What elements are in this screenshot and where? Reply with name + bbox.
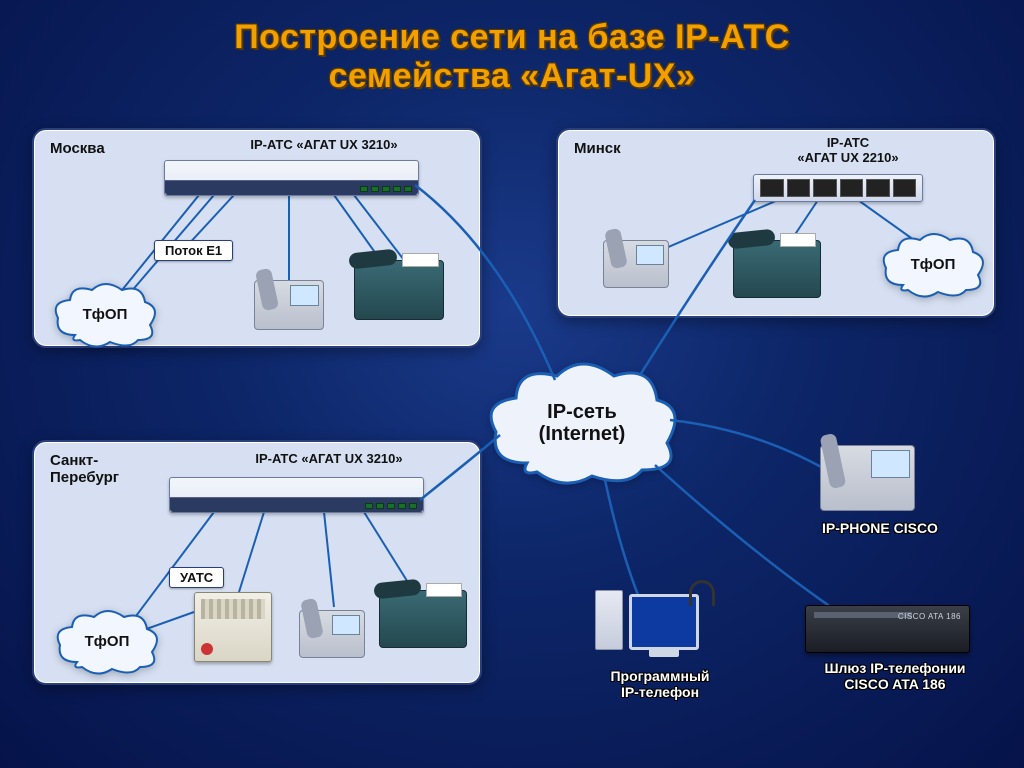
title-line1: Построение сети на базе IP-АТС (234, 18, 790, 56)
panel-moscow-title: Москва (50, 140, 105, 157)
moscow-stream-tag: Поток E1 (154, 240, 233, 261)
spb-device-label: IP-ATC «АГАТ UX 3210» (219, 452, 439, 467)
spb-fax (379, 590, 467, 648)
minsk-device-label: IP-ATC «АГАТ UX 2210» (768, 136, 928, 166)
moscow-pstn-label: ТфОП (50, 280, 160, 350)
soft-ip-phone-label: Программный IP-телефон (575, 668, 745, 700)
spb-uatc-box (194, 592, 272, 662)
ata-device-text: CISCO ATA 186 (898, 612, 961, 621)
minsk-pstn-label: ТфОП (878, 230, 988, 300)
moscow-device-label: IP-ATC «АГАТ UX 3210» (214, 138, 434, 153)
moscow-rack (164, 160, 419, 196)
panel-moscow: Москва IP-ATC «АГАТ UX 3210» ТфОП Поток … (32, 128, 482, 348)
moscow-phone (254, 280, 324, 330)
minsk-phone (603, 240, 669, 288)
soft-ip-phone (595, 590, 699, 650)
panel-minsk: Минск IP-ATC «АГАТ UX 2210» ТфОП (556, 128, 996, 318)
minsk-pstn-cloud: ТфОП (878, 230, 988, 300)
cisco-ata-box: CISCO ATA 186 (805, 605, 970, 653)
cisco-ip-phone-label: IP-PHONE CISCO (795, 520, 965, 536)
ip-internet-cloud: IP-сеть (Internet) (482, 358, 682, 488)
panel-minsk-title: Минск (574, 140, 621, 157)
spb-uatc-tag: УАТС (169, 567, 224, 588)
cisco-ata-label: Шлюз IP-телефонии CISCO ATA 186 (790, 660, 1000, 692)
slide-title: Построение сети на базе IP-АТС семейства… (0, 18, 1024, 96)
panel-spb-title: Санкт- Перебург (50, 452, 119, 486)
spb-pstn-label: ТфОП (52, 607, 162, 677)
moscow-fax (354, 260, 444, 320)
moscow-pstn-cloud: ТфОП (50, 280, 160, 350)
minsk-hub (753, 174, 923, 202)
ip-cloud-label: IP-сеть (Internet) (482, 358, 682, 488)
title-line2: семейства «Агат-UX» (329, 57, 696, 95)
spb-phone (299, 610, 365, 658)
panel-spb: Санкт- Перебург IP-ATC «АГАТ UX 3210» Тф… (32, 440, 482, 685)
cisco-ip-phone (820, 445, 915, 511)
spb-pstn-cloud: ТфОП (52, 607, 162, 677)
spb-rack (169, 477, 424, 513)
minsk-fax (733, 240, 821, 298)
